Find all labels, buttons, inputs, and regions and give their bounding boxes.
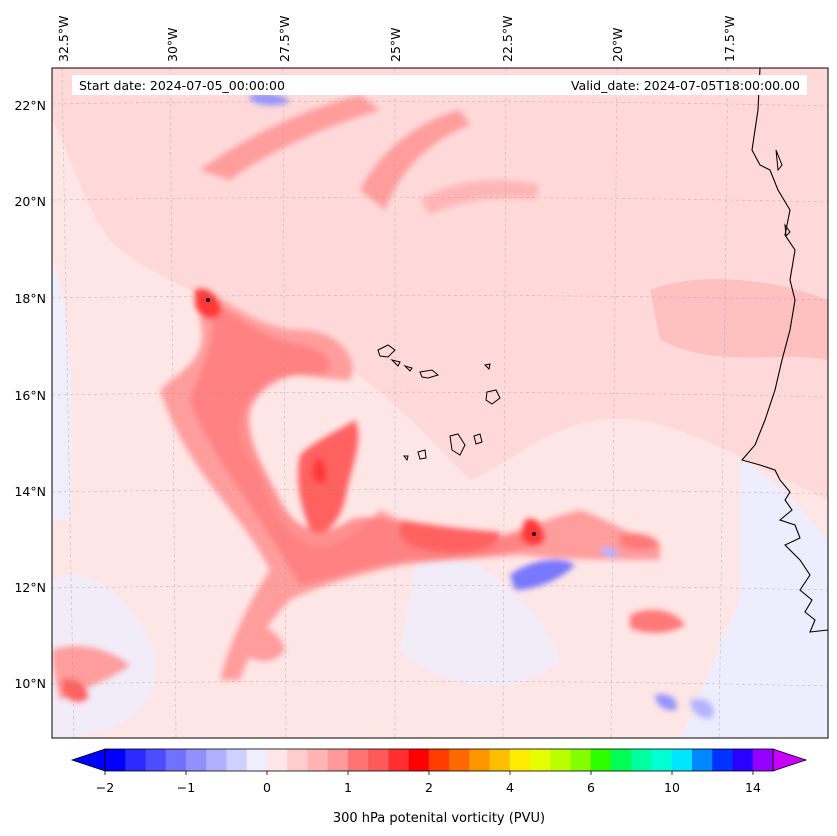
colorbar-level	[266, 749, 288, 771]
colorbar-extend-high	[772, 748, 808, 772]
colorbar-level	[347, 749, 369, 771]
colorbar: −2 −1 0 1 2 4 6 10 14 300 hPa potenital …	[70, 748, 808, 826]
colorbar-level	[287, 749, 308, 771]
lon-label: 20°W	[610, 27, 625, 62]
colorbar-level	[509, 749, 531, 771]
colorbar-tick-label: 4	[506, 780, 514, 795]
start-date-label: Start date: 2024-07-05_00:00:00	[79, 78, 285, 93]
colorbar-level	[226, 749, 248, 771]
lon-label: 22.5°W	[500, 16, 515, 62]
colorbar-level	[388, 749, 410, 771]
colorbar-ticks	[104, 771, 754, 775]
lat-label: 22°N	[14, 98, 46, 113]
colorbar-level	[449, 749, 470, 771]
colorbar-tick-label: −1	[177, 780, 195, 795]
colorbar-level	[570, 749, 592, 771]
colorbar-level	[206, 749, 227, 771]
info-box	[72, 75, 807, 95]
lat-label: 16°N	[14, 388, 46, 403]
colorbar-level	[105, 749, 126, 771]
colorbar-tick-label: 6	[587, 780, 595, 795]
colorbar-levels	[105, 749, 774, 771]
lat-label: 12°N	[14, 580, 46, 595]
colorbar-label: 300 hPa potenital vorticity (PVU)	[333, 811, 545, 826]
colorbar-level	[489, 749, 511, 771]
lat-label: 20°N	[14, 194, 46, 209]
colorbar-level	[611, 749, 632, 771]
colorbar-level	[165, 749, 187, 771]
colorbar-level	[125, 749, 146, 771]
colorbar-frame	[104, 748, 774, 772]
lon-label: 27.5°W	[277, 16, 292, 62]
lat-label: 10°N	[14, 676, 46, 691]
colorbar-level	[712, 749, 734, 771]
lon-label: 25°W	[388, 27, 403, 62]
lat-label: 14°N	[14, 484, 46, 499]
colorbar-tick-label: 0	[263, 780, 271, 795]
colorbar-level	[469, 749, 491, 771]
colorbar-tick-label: 2	[425, 780, 433, 795]
colorbar-level	[752, 749, 774, 771]
colorbar-level	[631, 749, 653, 771]
colorbar-level	[408, 749, 430, 771]
lat-label: 18°N	[14, 291, 46, 306]
colorbar-level	[590, 749, 612, 771]
pv-field	[52, 68, 828, 738]
colorbar-tick-label: 1	[344, 780, 352, 795]
map-frame	[51, 67, 829, 739]
colorbar-level	[428, 749, 450, 771]
colorbar-tick-label: 14	[745, 780, 761, 795]
colorbar-level	[671, 749, 693, 771]
colorbar-level	[550, 749, 572, 771]
colorbar-level	[732, 749, 754, 771]
colorbar-level	[307, 749, 329, 771]
colorbar-level	[145, 749, 167, 771]
valid-date-label: Valid_date: 2024-07-05T18:00:00.00	[571, 78, 800, 93]
colorbar-extend-low	[70, 748, 106, 772]
lon-label: 17.5°W	[722, 16, 737, 62]
colorbar-tick-label: 10	[664, 780, 680, 795]
cape-verde-islands	[377, 149, 791, 462]
colorbar-level	[368, 749, 389, 771]
colorbar-level	[185, 749, 207, 771]
longitude-labels: 32.5°W 30°W 27.5°W 25°W 22.5°W 20°W 17.5…	[56, 16, 737, 62]
map-panel	[52, 68, 828, 738]
colorbar-level	[651, 749, 673, 771]
colorbar-level	[246, 749, 268, 771]
colorbar-level	[692, 749, 713, 771]
latitude-labels: 22°N 20°N 18°N 16°N 14°N 12°N 10°N	[14, 98, 46, 691]
map-gridlines	[52, 68, 828, 738]
colorbar-level	[327, 749, 349, 771]
lon-label: 30°W	[165, 27, 180, 62]
colorbar-tick-label: −2	[96, 780, 114, 795]
colorbar-level	[530, 749, 551, 771]
west-african-coastline	[741, 68, 828, 633]
lon-label: 32.5°W	[56, 16, 71, 62]
